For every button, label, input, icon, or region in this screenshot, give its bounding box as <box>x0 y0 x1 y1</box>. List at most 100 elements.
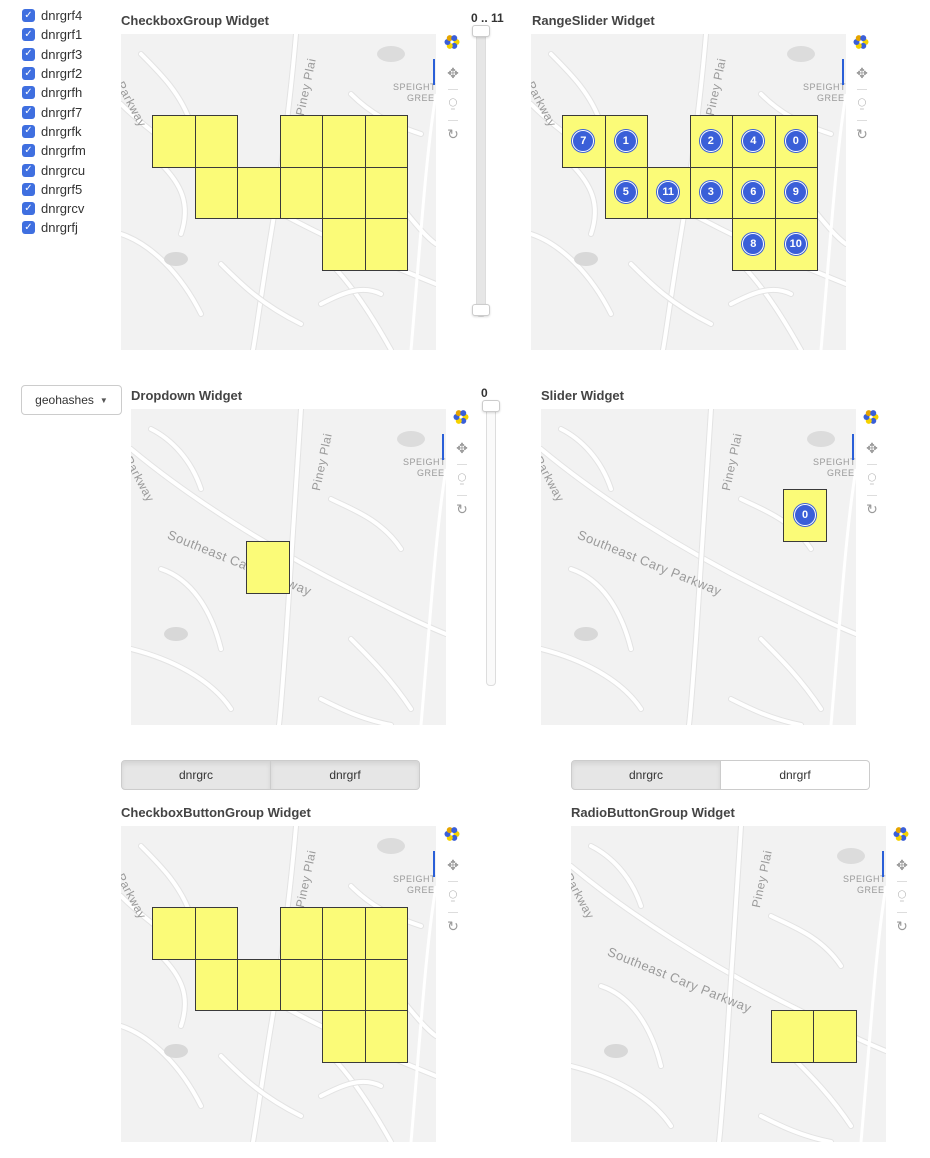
reset-tool-icon[interactable]: ↻ <box>447 127 459 143</box>
geohash-cell[interactable] <box>237 166 281 219</box>
checkbox-check-icon[interactable]: ✓ <box>22 144 35 158</box>
point-marker[interactable]: 5 <box>614 181 637 204</box>
geohash-cell[interactable] <box>364 907 408 960</box>
checkbox-button-dnrgrc[interactable]: dnrgrc <box>121 760 271 790</box>
wheel-zoom-tool-icon[interactable]: ⍜ <box>857 95 867 111</box>
map-checkbox-group[interactable]: Piney Plai Parkway SPEIGHT GREE <box>121 34 436 350</box>
bokeh-logo-icon[interactable] <box>893 826 909 842</box>
radio-button-dnrgrc[interactable]: dnrgrc <box>571 760 721 790</box>
geohash-cell[interactable] <box>322 958 366 1011</box>
checkbox-dnrgrf4[interactable]: ✓ dnrgrf4 <box>22 6 86 25</box>
wheel-zoom-tool-icon[interactable]: ⍜ <box>897 887 907 903</box>
map-dropdown[interactable]: Piney Plai Parkway SPEIGHT GREE Southeast Ca… <box>131 409 446 725</box>
radio-button-dnrgrf[interactable]: dnrgrf <box>721 760 870 790</box>
slider-track[interactable] <box>486 400 496 686</box>
geohash-cell[interactable] <box>246 541 290 594</box>
checkbox-dnrgrfj[interactable]: ✓ dnrgrfj <box>22 218 86 237</box>
point-marker[interactable]: 9 <box>784 181 807 204</box>
checkbox-dnrgrf5[interactable]: ✓ dnrgrf5 <box>22 180 86 199</box>
geohash-cell[interactable] <box>194 166 238 219</box>
reset-tool-icon[interactable]: ↻ <box>447 919 459 935</box>
point-marker[interactable]: 3 <box>699 181 722 204</box>
point-marker[interactable]: 8 <box>742 232 765 255</box>
point-marker[interactable]: 11 <box>657 181 680 204</box>
geohash-cell[interactable] <box>322 907 366 960</box>
checkbox-check-icon[interactable]: ✓ <box>22 221 35 235</box>
checkbox-check-icon[interactable]: ✓ <box>22 47 35 61</box>
checkbox-button-dnrgrf[interactable]: dnrgrf <box>271 760 420 790</box>
checkbox-check-icon[interactable]: ✓ <box>22 67 35 81</box>
reset-tool-icon[interactable]: ↻ <box>866 502 878 518</box>
checkbox-dnrgrfm[interactable]: ✓ dnrgrfm <box>22 141 86 160</box>
point-marker[interactable]: 0 <box>784 129 807 152</box>
geohash-cell[interactable] <box>604 115 648 168</box>
checkbox-dnrgrf7[interactable]: ✓ dnrgrf7 <box>22 102 86 121</box>
geohash-cell[interactable] <box>322 218 366 271</box>
geohash-cell[interactable] <box>237 958 281 1011</box>
geohash-cell[interactable] <box>364 115 408 168</box>
checkbox-check-icon[interactable]: ✓ <box>22 182 35 196</box>
geohash-cell[interactable] <box>194 907 238 960</box>
slider-handle[interactable] <box>482 400 500 412</box>
geohash-cell[interactable] <box>322 115 366 168</box>
geohash-cell[interactable] <box>322 166 366 219</box>
geohashes-dropdown[interactable]: geohashes ▼ <box>21 385 122 415</box>
geohash-cell[interactable] <box>279 907 323 960</box>
checkbox-check-icon[interactable]: ✓ <box>22 9 35 23</box>
geohash-cell[interactable] <box>152 115 196 168</box>
pan-tool-icon[interactable]: ✥ <box>866 441 878 457</box>
geohash-cell[interactable] <box>364 958 408 1011</box>
pan-tool-icon[interactable]: ✥ <box>447 66 459 82</box>
pan-tool-icon[interactable]: ✥ <box>896 858 908 874</box>
checkbox-check-icon[interactable]: ✓ <box>22 28 35 42</box>
checkbox-dnrgrfk[interactable]: ✓ dnrgrfk <box>22 122 86 141</box>
map-checkbox-button-group[interactable]: Piney Plai Parkway SPEIGHT GREE <box>121 826 436 1142</box>
checkbox-dnrgrfh[interactable]: ✓ dnrgrfh <box>22 83 86 102</box>
point-marker[interactable]: 4 <box>742 129 765 152</box>
reset-tool-icon[interactable]: ↻ <box>896 919 908 935</box>
pan-tool-icon[interactable]: ✥ <box>456 441 468 457</box>
geohash-cell[interactable] <box>279 958 323 1011</box>
point-marker[interactable]: 7 <box>572 129 595 152</box>
geohash-cell[interactable] <box>364 1010 408 1063</box>
checkbox-dnrgrf2[interactable]: ✓ dnrgrf2 <box>22 64 86 83</box>
geohash-cell[interactable] <box>364 218 408 271</box>
geohash-cell[interactable] <box>194 958 238 1011</box>
point-marker[interactable]: 2 <box>699 129 722 152</box>
bokeh-logo-icon[interactable] <box>453 409 469 425</box>
geohash-cell[interactable] <box>774 218 818 271</box>
bokeh-logo-icon[interactable] <box>444 34 460 50</box>
checkbox-check-icon[interactable]: ✓ <box>22 105 35 119</box>
wheel-zoom-tool-icon[interactable]: ⍜ <box>457 470 467 486</box>
geohash-cell[interactable] <box>279 166 323 219</box>
geohash-cell[interactable] <box>562 115 606 168</box>
reset-tool-icon[interactable]: ↻ <box>856 127 868 143</box>
checkbox-check-icon[interactable]: ✓ <box>22 86 35 100</box>
bokeh-logo-icon[interactable] <box>863 409 879 425</box>
checkbox-dnrgrcu[interactable]: ✓ dnrgrcu <box>22 160 86 179</box>
map-radio-button-group[interactable]: Piney Plai Parkway SPEIGHT GREE Southeast Ca… <box>571 826 886 1142</box>
checkbox-dnrgrcv[interactable]: ✓ dnrgrcv <box>22 199 86 218</box>
checkbox-dnrgrf1[interactable]: ✓ dnrgrf1 <box>22 25 86 44</box>
point-marker[interactable]: 6 <box>742 181 765 204</box>
pan-tool-icon[interactable]: ✥ <box>447 858 459 874</box>
bokeh-logo-icon[interactable] <box>444 826 460 842</box>
wheel-zoom-tool-icon[interactable]: ⍜ <box>448 887 458 903</box>
geohash-cell[interactable] <box>364 166 408 219</box>
slider[interactable] <box>482 400 500 686</box>
point-marker[interactable]: 1 <box>614 129 637 152</box>
geohash-cell[interactable] <box>322 1010 366 1063</box>
wheel-zoom-tool-icon[interactable]: ⍜ <box>448 95 458 111</box>
geohash-cell[interactable] <box>152 907 196 960</box>
point-marker[interactable]: 10 <box>784 232 807 255</box>
point-marker[interactable]: 0 <box>794 504 816 526</box>
bokeh-logo-icon[interactable] <box>853 34 869 50</box>
checkbox-check-icon[interactable]: ✓ <box>22 124 35 138</box>
range-slider[interactable] <box>472 25 490 317</box>
range-slider-end-handle[interactable] <box>472 304 490 316</box>
pan-tool-icon[interactable]: ✥ <box>856 66 868 82</box>
checkbox-dnrgrf3[interactable]: ✓ dnrgrf3 <box>22 45 86 64</box>
reset-tool-icon[interactable]: ↻ <box>456 502 468 518</box>
geohash-cell[interactable] <box>783 489 827 542</box>
geohash-cell[interactable] <box>194 115 238 168</box>
